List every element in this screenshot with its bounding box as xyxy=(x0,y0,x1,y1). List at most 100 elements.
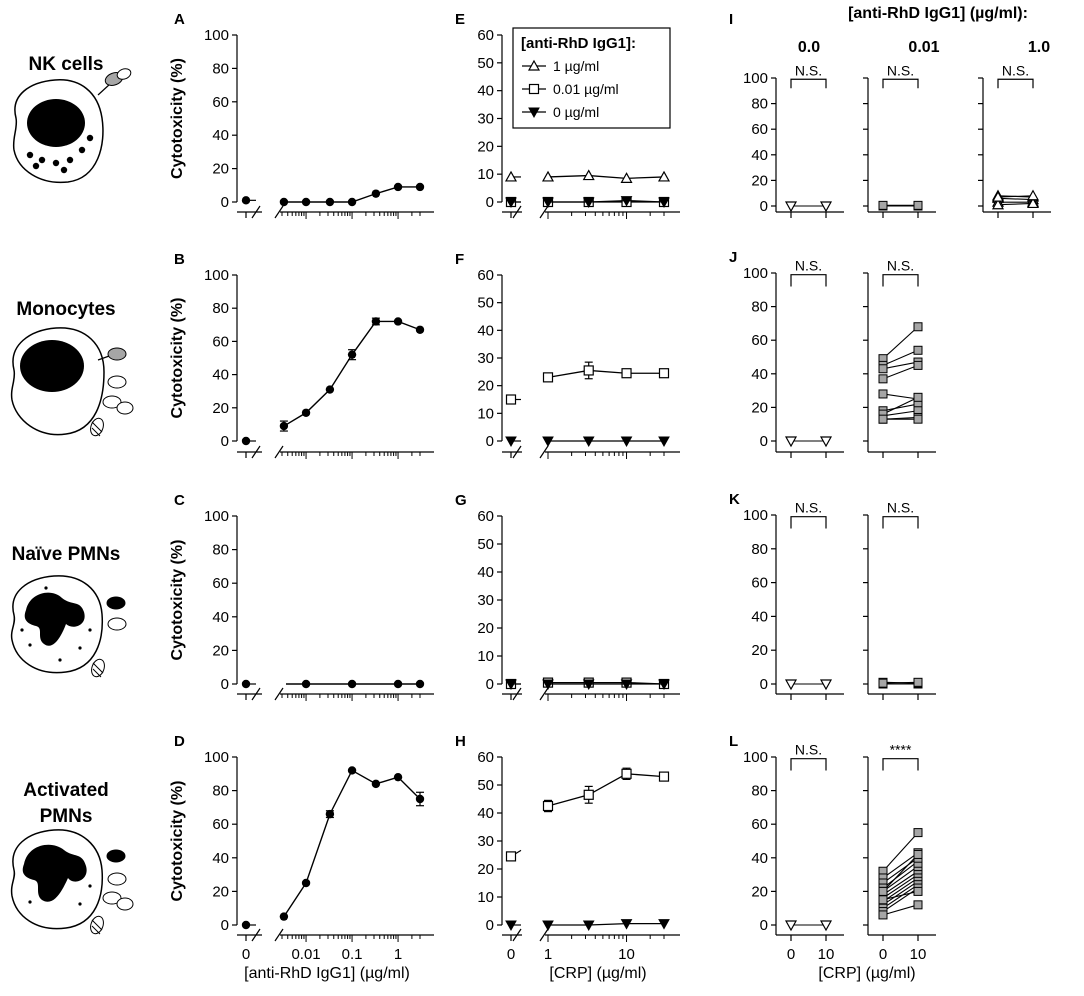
pair-line xyxy=(882,393,919,400)
data-point xyxy=(878,910,888,920)
pair-line xyxy=(882,880,919,906)
data-point xyxy=(301,197,311,207)
data-point xyxy=(542,372,554,383)
data-point xyxy=(878,895,888,905)
y-tick-label: 30 xyxy=(477,111,494,128)
y-tick-label: 20 xyxy=(212,161,229,178)
data-point xyxy=(415,182,425,192)
legend-item-0: 1 µg/ml xyxy=(553,58,599,74)
pair-line xyxy=(997,195,1034,198)
significance-bracket xyxy=(882,758,919,771)
panel-letter-A: A xyxy=(174,11,185,28)
data-point xyxy=(658,197,670,209)
panel-letter-K: K xyxy=(729,491,740,508)
panel-letter-H: H xyxy=(455,733,466,750)
subplot-0.01: 0 10 **** xyxy=(863,742,936,963)
data-point xyxy=(542,800,554,812)
series-line xyxy=(547,773,665,807)
panel-B: B Cytotoxicity (%) 0 20 40 60 80 100 xyxy=(169,251,434,459)
pair-line xyxy=(882,904,919,916)
significance-bracket xyxy=(790,274,827,287)
legend: [anti-RhD IgG1]: 1 µg/ml 0.01 µg/ml 0 µg… xyxy=(512,27,671,129)
panel-J: J 0 20 40 60 80 100 N.S. N.S. xyxy=(729,249,936,458)
panel-letter-F: F xyxy=(455,251,464,268)
data-point xyxy=(393,317,403,326)
panel-letter-I: I xyxy=(729,11,733,28)
y-tick-label: 80 xyxy=(212,542,229,559)
xlabel-left: [anti-RhD IgG1] (µg/ml) xyxy=(244,965,410,982)
data-point xyxy=(621,768,632,779)
pair-line xyxy=(882,410,919,417)
zero-point xyxy=(504,170,518,182)
legend-marker-square xyxy=(528,83,540,95)
data-point xyxy=(1026,197,1040,209)
y-tick-label: 100 xyxy=(204,508,229,525)
pair-line xyxy=(882,681,919,684)
y-tick-label: 20 xyxy=(751,399,768,416)
data-point xyxy=(542,436,554,448)
y-tick-label: 0 xyxy=(760,676,768,693)
y-tick-label: 20 xyxy=(751,642,768,659)
pair-line xyxy=(997,197,1034,201)
data-point xyxy=(913,345,923,355)
data-point xyxy=(583,365,594,376)
y-axis-label: Cytotoxicity (%) xyxy=(169,540,186,661)
y-tick-label: 0 xyxy=(486,433,494,450)
data-point xyxy=(393,182,403,192)
y-tick-label: 0 xyxy=(486,194,494,211)
zero-point xyxy=(505,679,517,691)
data-point xyxy=(347,197,357,207)
panel-C: C Cytotoxicity (%) 0 20 40 60 80 100 xyxy=(169,492,434,701)
column-header-title: [anti-RhD IgG1] (µg/ml): xyxy=(848,5,1028,22)
data-point xyxy=(657,170,671,182)
y-tick-label: 20 xyxy=(212,400,229,417)
y-tick-label: 60 xyxy=(477,27,494,44)
data-point xyxy=(913,828,923,838)
data-point xyxy=(878,678,888,688)
significance-bracket xyxy=(790,516,827,529)
y-tick-label: 80 xyxy=(212,300,229,317)
y-tick-label: 100 xyxy=(204,749,229,766)
data-point xyxy=(541,170,555,182)
y-tick-label: 0 xyxy=(760,433,768,450)
significance-label: N.S. xyxy=(1002,62,1029,78)
y-tick-label: 20 xyxy=(212,883,229,900)
y-tick-label: 10 xyxy=(477,648,494,665)
condition-label-2: 1.0 xyxy=(1028,39,1050,56)
data-point xyxy=(325,385,335,394)
axis-break-mark xyxy=(512,928,522,942)
data-point xyxy=(913,900,923,910)
data-point xyxy=(371,317,381,326)
pair-line xyxy=(997,202,1034,206)
significance-bracket xyxy=(882,516,919,529)
data-point xyxy=(415,794,425,804)
data-point xyxy=(582,920,595,932)
subplot-0.01: N.S. xyxy=(863,258,936,458)
subplot-0.0: 0 20 40 60 80 100 N.S. xyxy=(743,500,844,700)
y-tick-label: 100 xyxy=(204,267,229,284)
pair-line xyxy=(882,870,919,896)
axis-break-mark xyxy=(274,205,284,219)
y-tick-label: 80 xyxy=(751,299,768,316)
data-point xyxy=(279,197,289,207)
y-tick-label: 0 xyxy=(486,676,494,693)
data-point xyxy=(658,919,670,930)
y-tick-label: 40 xyxy=(477,322,494,339)
data-point xyxy=(819,920,833,932)
significance-bracket xyxy=(790,78,827,89)
y-tick-label: 20 xyxy=(477,378,494,395)
pair-line xyxy=(882,326,919,360)
y-axis-label: Cytotoxicity (%) xyxy=(169,58,186,179)
data-point xyxy=(415,679,425,689)
significance-bracket xyxy=(790,758,827,771)
y-tick-label: 40 xyxy=(751,608,768,625)
significance-label: N.S. xyxy=(887,62,914,78)
panel-letter-D: D xyxy=(174,733,185,750)
legend-marker-triangle-down xyxy=(528,107,540,119)
y-tick-label: 0 xyxy=(221,433,229,450)
x-tick-label-zero: 0 xyxy=(242,946,250,963)
activated-pmn-illustration xyxy=(10,829,134,935)
x-tick-label-zero: 0 xyxy=(507,946,515,963)
series-line xyxy=(547,174,665,179)
y-tick-label: 0 xyxy=(760,917,768,934)
